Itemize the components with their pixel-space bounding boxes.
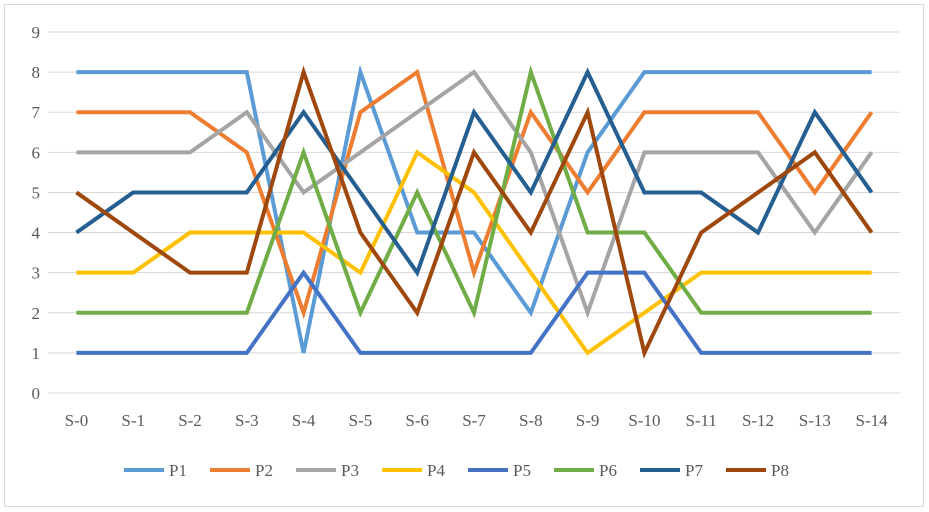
x-tick-label: S-5 [349, 411, 373, 430]
series-line-p1 [76, 64, 872, 354]
y-tick-label: 3 [32, 264, 41, 283]
series-line-p5 [76, 269, 872, 355]
legend-label: P2 [255, 461, 273, 480]
legend-label: P3 [341, 461, 359, 480]
legend-label: P7 [685, 461, 703, 480]
x-tick-label: S-1 [121, 411, 145, 430]
x-tick-label: S-8 [519, 411, 543, 430]
legend-label: P8 [771, 461, 789, 480]
series-line-p2 [76, 68, 874, 320]
x-tick-label: S-6 [405, 411, 429, 430]
y-tick-label: 5 [32, 183, 41, 202]
gridlines [48, 31, 900, 394]
y-tick-label: 9 [32, 23, 41, 42]
y-tick-label: 0 [32, 384, 41, 403]
legend: P1 P2 P3 P4 P5 P6 P7 P8 [124, 461, 789, 480]
legend-label: P6 [599, 461, 617, 480]
x-tick-label: S-3 [235, 411, 259, 430]
x-tick-label: S-2 [178, 411, 202, 430]
x-tick-label: S-4 [292, 411, 316, 430]
x-axis-tick-labels: S-0 S-1 S-2 S-3 S-4 S-5 S-6 S-7 S-8 S-9 S-10 S-11 S-… [65, 411, 889, 430]
y-tick-label: 4 [32, 224, 41, 243]
series-line-p3 [76, 69, 874, 319]
series-line-p6 [76, 65, 872, 319]
y-tick-label: 8 [32, 63, 41, 82]
legend-label: P4 [427, 461, 445, 480]
y-tick-label: 7 [32, 103, 41, 122]
x-tick-label: S-14 [856, 411, 889, 430]
x-tick-label: S-13 [799, 411, 831, 430]
y-axis-tick-labels: 0 1 2 3 4 5 6 7 8 9 [32, 23, 41, 403]
series-lines [75, 64, 874, 359]
x-tick-label: S-0 [65, 411, 89, 430]
x-tick-label: S-7 [462, 411, 486, 430]
series-line-p4 [76, 149, 872, 356]
series-line-p7 [75, 67, 874, 277]
y-tick-label: 1 [32, 344, 41, 363]
series-line-p8 [75, 65, 874, 359]
x-tick-label: S-9 [576, 411, 600, 430]
legend-label: P1 [169, 461, 187, 480]
y-tick-label: 6 [32, 143, 41, 162]
x-tick-label: S-12 [742, 411, 774, 430]
y-tick-label: 2 [32, 304, 41, 323]
x-tick-label: S-10 [628, 411, 660, 430]
x-tick-label: S-11 [685, 411, 717, 430]
legend-label: P5 [513, 461, 531, 480]
